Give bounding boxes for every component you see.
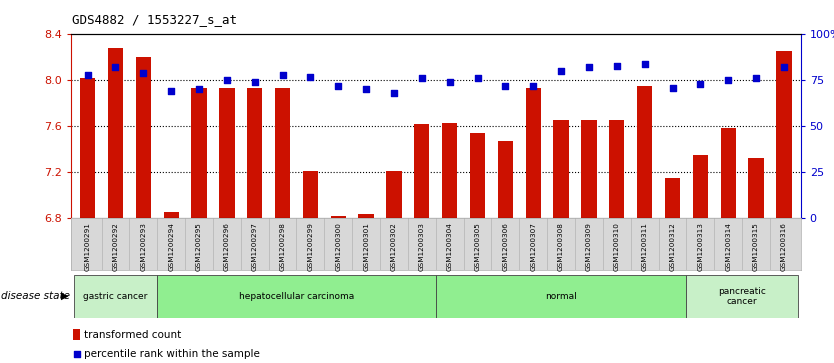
Text: ▶: ▶ [62,291,68,301]
Bar [609,121,625,218]
FancyBboxPatch shape [435,275,686,318]
Bar [498,141,513,218]
Text: GSM1200294: GSM1200294 [168,222,174,271]
Bar [721,129,736,218]
Point [610,63,624,69]
Text: GSM1200298: GSM1200298 [279,222,285,271]
Bar [163,212,178,218]
Point [304,74,317,79]
Point [721,77,735,83]
Text: GDS4882 / 1553227_s_at: GDS4882 / 1553227_s_at [72,13,237,26]
Bar [136,57,151,218]
Text: pancreatic
cancer: pancreatic cancer [718,286,766,306]
Text: GSM1200303: GSM1200303 [419,222,425,271]
Bar [748,158,764,218]
Point [499,83,512,89]
Point [666,85,679,90]
Bar [581,121,596,218]
Point [638,61,651,67]
Text: GSM1200297: GSM1200297 [252,222,258,271]
Point [750,76,763,81]
Text: GSM1200293: GSM1200293 [140,222,146,271]
Point [777,65,791,70]
Text: GSM1200313: GSM1200313 [697,222,703,271]
Text: normal: normal [545,292,577,301]
Bar [359,215,374,218]
Text: GSM1200302: GSM1200302 [391,222,397,271]
Bar [776,50,791,218]
Point [220,77,234,83]
Point [193,87,206,93]
Bar [554,121,569,218]
Point [70,351,83,357]
Point [81,72,94,78]
FancyBboxPatch shape [158,275,435,318]
Bar [247,88,263,218]
Text: GSM1200309: GSM1200309 [586,222,592,271]
FancyBboxPatch shape [73,275,158,318]
Point [471,76,485,81]
Bar [191,88,207,218]
Point [332,83,345,89]
Text: GSM1200291: GSM1200291 [84,222,91,271]
Text: GSM1200300: GSM1200300 [335,222,341,271]
Text: percentile rank within the sample: percentile rank within the sample [84,349,260,359]
Text: transformed count: transformed count [84,330,182,340]
FancyBboxPatch shape [686,275,798,318]
Bar [637,86,652,218]
Text: gastric cancer: gastric cancer [83,292,148,301]
Text: GSM1200305: GSM1200305 [475,222,480,271]
Text: GSM1200292: GSM1200292 [113,222,118,271]
Point [694,81,707,87]
Bar [275,88,290,218]
Point [248,79,261,85]
Bar [470,133,485,218]
Text: GSM1200316: GSM1200316 [781,222,787,271]
Point [526,83,540,89]
Bar [525,88,541,218]
Text: GSM1200299: GSM1200299 [308,222,314,271]
Point [555,68,568,74]
Text: GSM1200312: GSM1200312 [670,222,676,271]
Text: GSM1200310: GSM1200310 [614,222,620,271]
Bar [80,78,95,218]
Text: GSM1200295: GSM1200295 [196,222,202,271]
Text: disease state: disease state [1,291,70,301]
Text: GSM1200308: GSM1200308 [558,222,564,271]
Text: GSM1200314: GSM1200314 [726,222,731,271]
Bar [219,88,234,218]
Text: hepatocellular carcinoma: hepatocellular carcinoma [239,292,354,301]
Bar [442,123,457,218]
Bar [303,171,318,218]
Point [108,65,122,70]
Text: GSM1200315: GSM1200315 [753,222,759,271]
Point [582,65,595,70]
Point [415,76,429,81]
Bar [665,178,681,218]
Point [276,72,289,78]
Text: GSM1200311: GSM1200311 [641,222,648,271]
Bar [386,171,402,218]
Text: GSM1200304: GSM1200304 [447,222,453,271]
Point [164,89,178,94]
Bar [108,48,123,218]
Point [443,79,456,85]
Bar [73,329,80,340]
Text: GSM1200307: GSM1200307 [530,222,536,271]
Point [137,70,150,76]
Point [359,87,373,93]
Bar [330,216,346,218]
Bar [414,124,430,218]
Text: GSM1200301: GSM1200301 [363,222,369,271]
Text: GSM1200306: GSM1200306 [502,222,509,271]
Bar [693,155,708,218]
Point [387,90,400,96]
Text: GSM1200296: GSM1200296 [224,222,230,271]
